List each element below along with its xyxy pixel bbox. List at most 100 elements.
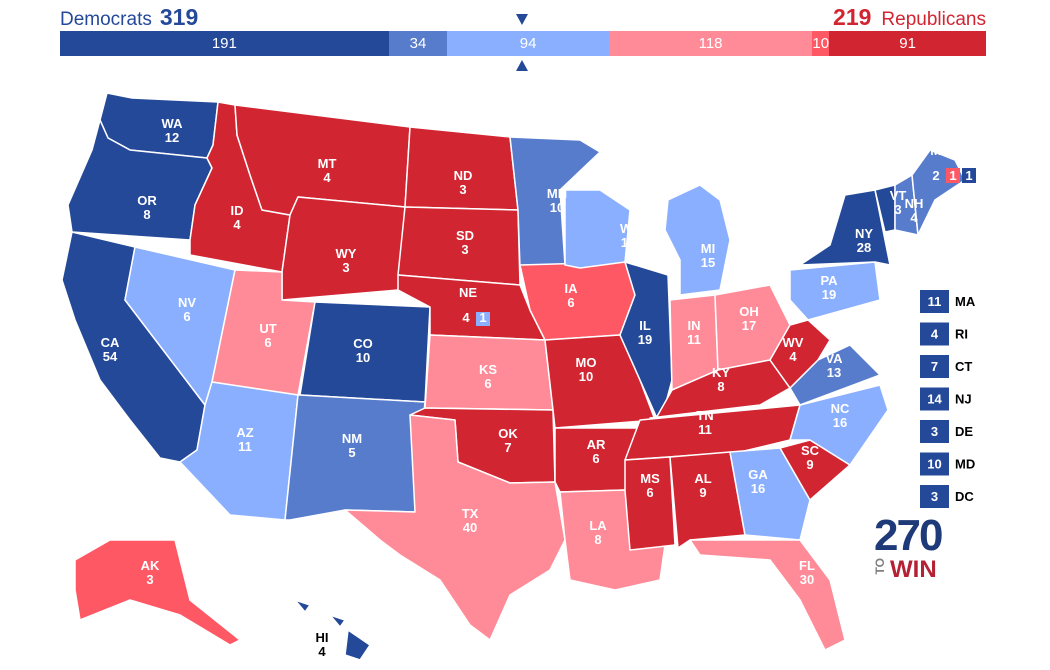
small-state-ev-md: 10 (927, 457, 941, 472)
us-electoral-map[interactable]: WA12OR8CA54NV6ID4MT4WY3UT6AZ11CO10NM5ND3… (0, 80, 1050, 670)
small-state-label-ri: RI (955, 327, 968, 342)
state-ev-va: 13 (827, 365, 841, 380)
state-label-mi: MI (701, 241, 715, 256)
state-tx[interactable] (344, 414, 566, 641)
state-me[interactable] (911, 149, 966, 236)
democrats-total: Democrats 319 (60, 4, 198, 31)
state-ev-wy: 3 (342, 260, 349, 275)
small-state-ev-ma: 11 (928, 294, 942, 309)
state-label-ny: NY (855, 226, 873, 241)
small-state-label-ma: MA (955, 294, 976, 309)
state-ev-nc: 16 (833, 415, 847, 430)
scoreboard: Democrats 319 219 Republicans 191 34 94 118 10… (0, 0, 1050, 80)
state-ga[interactable] (729, 447, 811, 541)
state-ev-id: 4 (233, 217, 241, 232)
small-state-box-de[interactable] (920, 420, 949, 443)
state-label-nh: NH (905, 196, 924, 211)
nebraska-district-box[interactable] (476, 312, 490, 326)
state-tn[interactable] (624, 404, 801, 461)
state-ev-ar: 6 (592, 451, 599, 466)
state-label-pa: PA (820, 273, 838, 288)
state-ev-nh: 4 (910, 210, 918, 225)
small-state-ev-dc: 3 (931, 489, 938, 504)
state-il[interactable] (619, 261, 673, 426)
state-label-nd: ND (454, 168, 473, 183)
state-label-ut: UT (259, 321, 276, 336)
small-state-box-ma[interactable] (920, 290, 949, 313)
state-label-me: ME (930, 143, 950, 158)
bar-segment: 10 (812, 31, 830, 56)
democrats-label: Democrats (60, 9, 152, 30)
maine-district-box[interactable] (946, 168, 960, 183)
small-state-box-md[interactable] (920, 452, 949, 476)
small-state-box-dc[interactable] (920, 485, 949, 508)
small-state-label-de: DE (955, 424, 973, 439)
state-ev-co: 10 (356, 350, 370, 365)
bar-segment: 91 (829, 31, 986, 56)
state-pa[interactable] (789, 261, 881, 321)
small-state-box-nj[interactable] (920, 387, 949, 411)
state-mi[interactable] (664, 184, 731, 296)
state-label-mt: MT (318, 156, 337, 171)
maine-district-ev: 2 (932, 168, 939, 183)
small-state-label-nj: NJ (955, 392, 972, 407)
state-ev-la: 8 (594, 532, 601, 547)
state-ms[interactable] (624, 456, 676, 551)
state-ev-ny: 28 (857, 240, 871, 255)
state-ev-tx: 40 (463, 520, 477, 535)
state-fl[interactable] (689, 539, 846, 651)
state-ev-al: 9 (699, 485, 706, 500)
state-label-ok: OK (498, 426, 518, 441)
maine-district-box[interactable] (962, 168, 976, 183)
state-ev-sd: 3 (461, 242, 468, 257)
small-state-ev-ct: 7 (931, 359, 938, 374)
state-label-ga: GA (748, 467, 768, 482)
small-state-box-ct[interactable] (920, 355, 949, 378)
republicans-label: Republicans (881, 9, 986, 30)
state-sd[interactable] (397, 206, 521, 286)
state-ev-mn: 10 (550, 200, 564, 215)
logo-to: TO (873, 558, 887, 575)
state-label-nc: NC (831, 401, 850, 416)
state-wv[interactable] (769, 319, 831, 389)
state-label-or: OR (137, 193, 157, 208)
state-ny[interactable] (799, 189, 891, 266)
state-hi[interactable] (294, 599, 371, 661)
state-ev-wa: 12 (165, 130, 179, 145)
logo-win: WIN (890, 556, 937, 583)
state-ak[interactable] (74, 539, 241, 646)
bar-segment: 34 (388, 31, 448, 56)
state-label-ak: AK (141, 558, 160, 573)
small-state-label-md: MD (955, 457, 975, 472)
maine-district-box[interactable] (929, 168, 943, 183)
bar-segment: 94 (447, 31, 610, 56)
state-ev-nv: 6 (183, 309, 190, 324)
state-ev-tn: 11 (698, 422, 712, 437)
state-label-mo: MO (576, 355, 597, 370)
state-mn[interactable] (509, 136, 601, 269)
nebraska-district-ev: 4 (462, 310, 470, 325)
state-label-co: CO (353, 336, 373, 351)
small-state-ev-nj: 14 (927, 392, 942, 407)
state-al[interactable] (669, 451, 746, 549)
state-label-ky: KY (712, 365, 730, 380)
state-label-il: IL (639, 318, 651, 333)
small-state-ev-de: 3 (931, 424, 938, 439)
small-state-label-dc: DC (955, 489, 974, 504)
small-state-box-ri[interactable] (920, 322, 949, 346)
state-label-az: AZ (236, 425, 253, 440)
state-label-ne: NE (459, 285, 477, 300)
state-label-vt: VT (890, 188, 907, 203)
state-ev-il: 19 (638, 332, 652, 347)
state-ev-mt: 4 (323, 170, 331, 185)
state-ev-sc: 9 (806, 457, 813, 472)
republicans-total: 219 Republicans (833, 4, 986, 31)
democrats-ev-count: 319 (159, 4, 199, 30)
state-ev-pa: 19 (822, 287, 836, 302)
state-ev-fl: 30 (800, 572, 814, 587)
state-ev-ak: 3 (146, 572, 153, 587)
state-label-va: VA (825, 351, 843, 366)
small-state-ev-ri: 4 (931, 327, 939, 342)
state-label-in: IN (688, 318, 701, 333)
state-ev-ga: 16 (751, 481, 765, 496)
